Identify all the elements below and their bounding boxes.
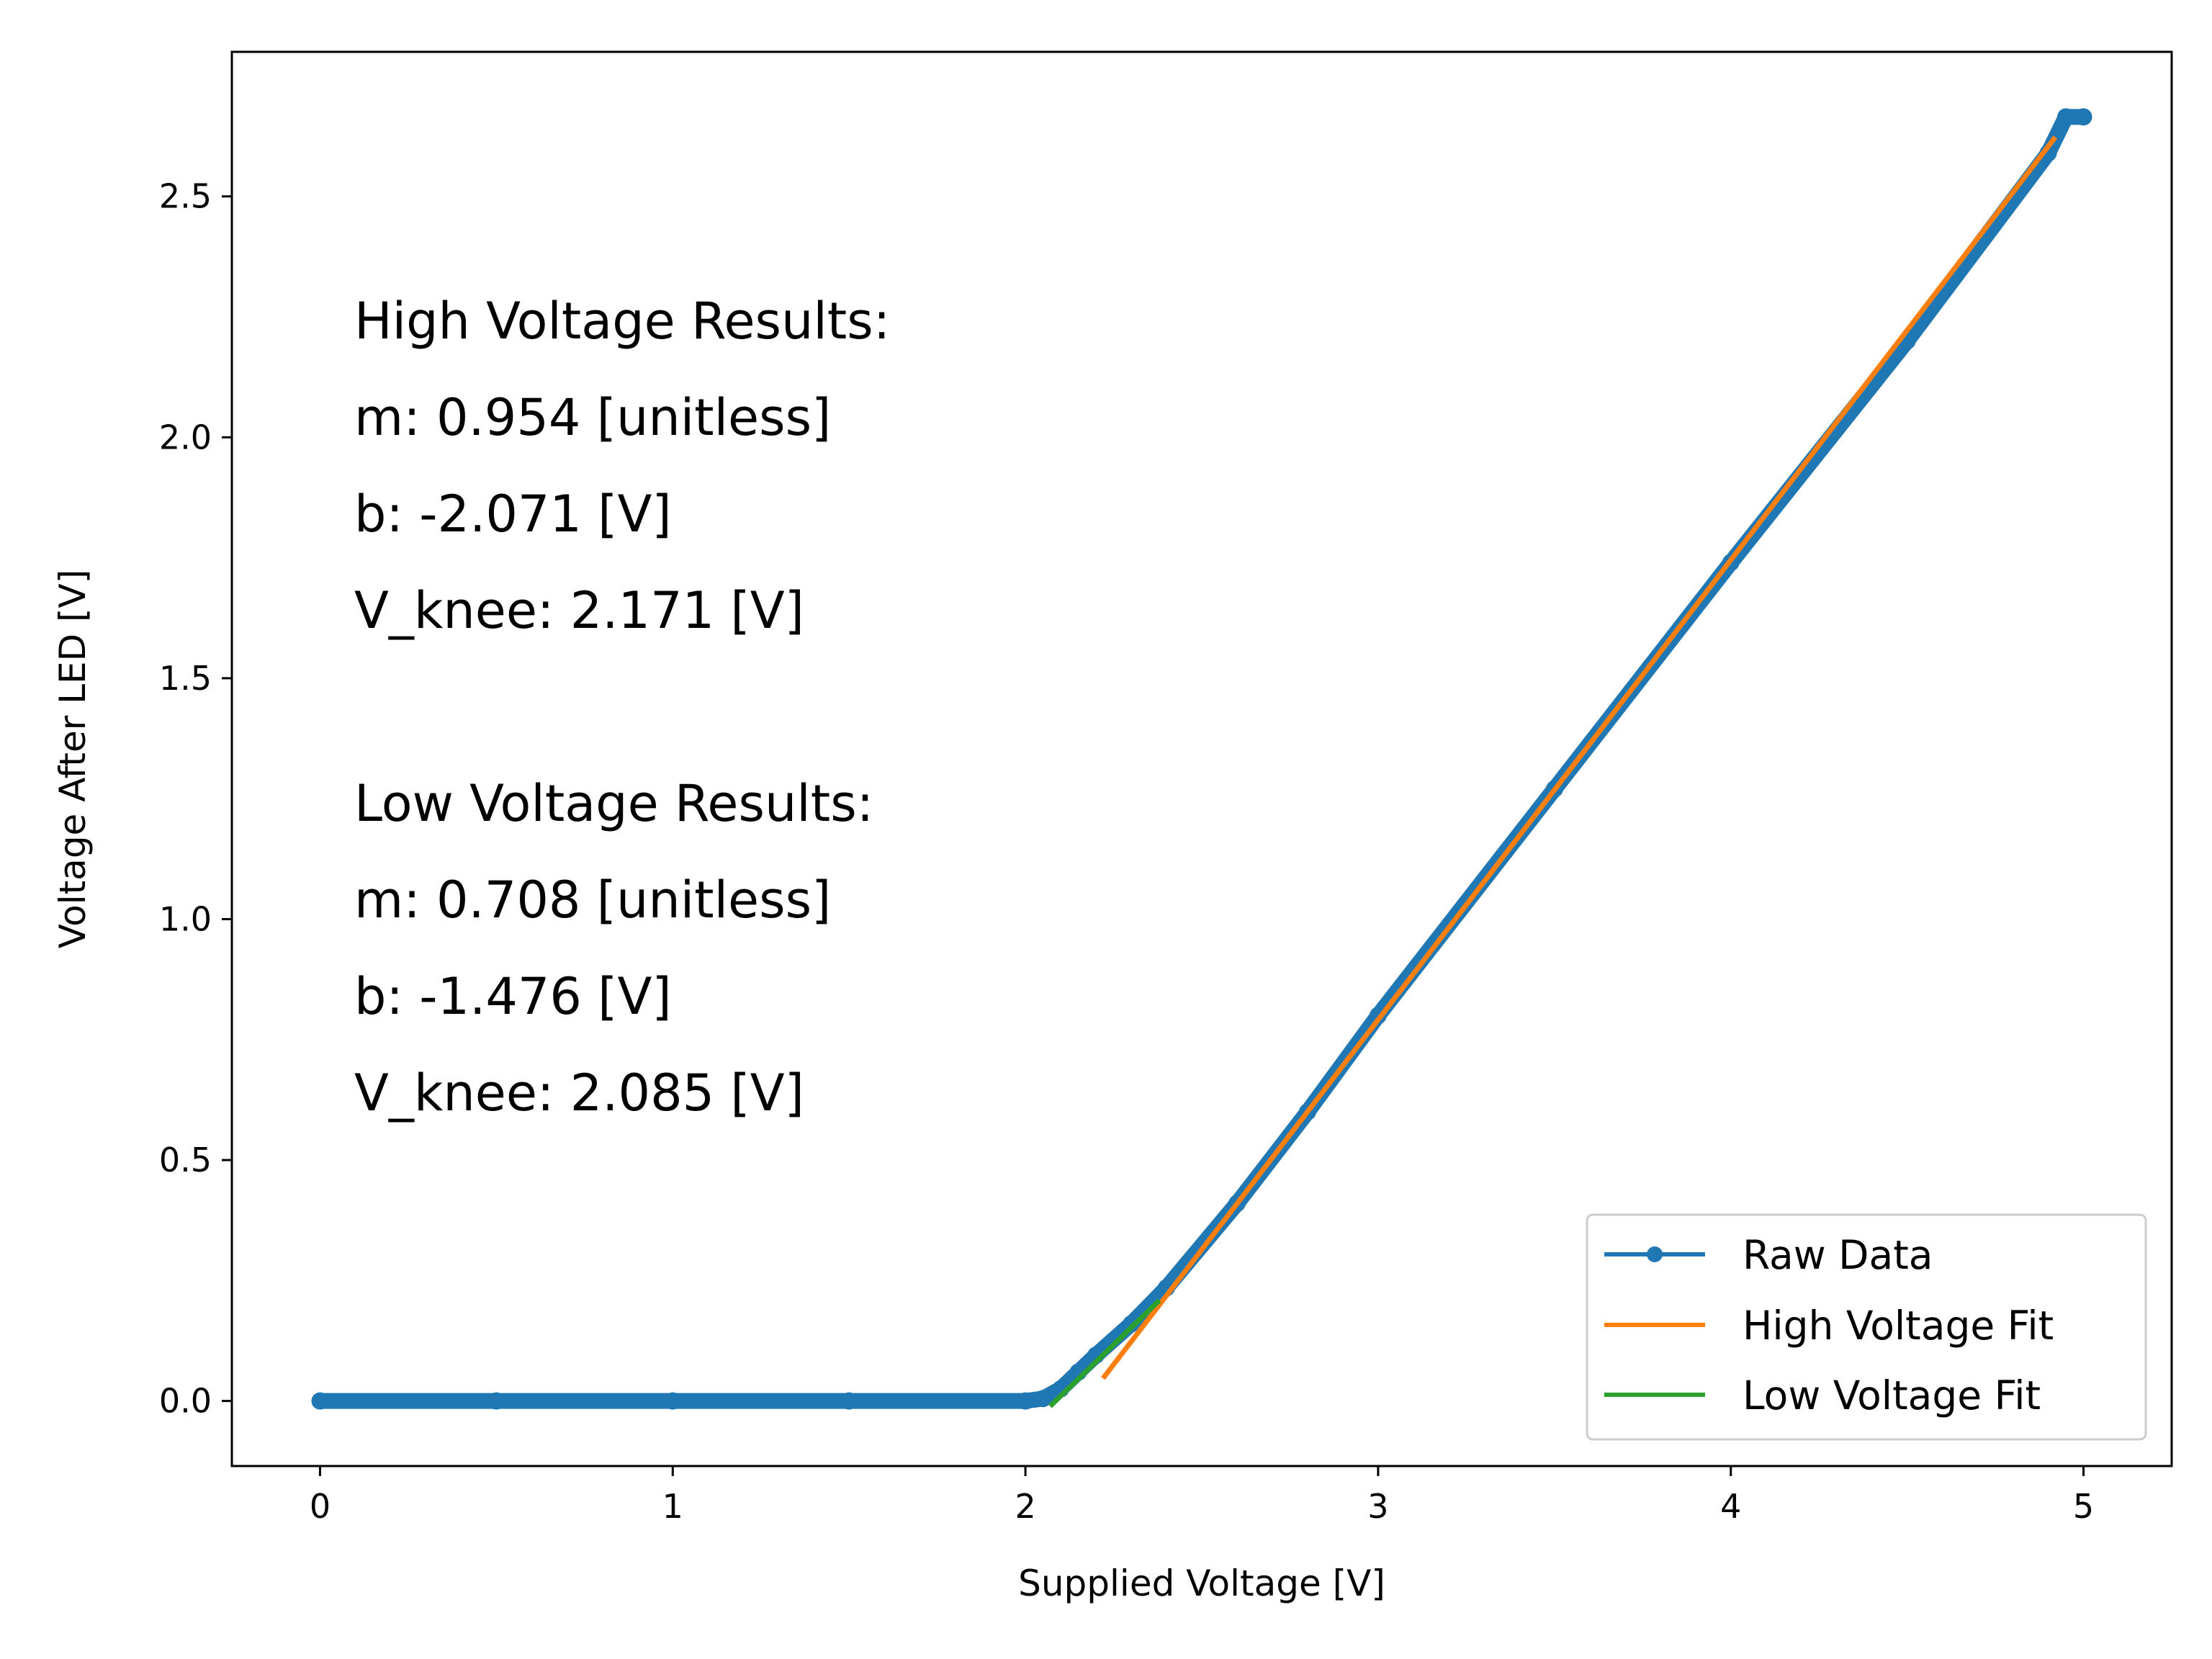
legend-label-high-voltage-fit: High Voltage Fit <box>1743 1303 2054 1349</box>
y-tick-label: 2.0 <box>159 418 212 457</box>
y-tick-label: 1.0 <box>159 899 212 938</box>
data-point-raw-data <box>840 1392 858 1410</box>
x-tick-label: 5 <box>2073 1487 2094 1526</box>
plot-frame <box>230 50 2173 1467</box>
annotation-line: V_knee: 2.171 [V] <box>354 581 804 640</box>
data-point-raw-data <box>1123 1315 1141 1333</box>
series-line-raw-data <box>312 109 2092 1409</box>
y-axis: 0.0 0.5 1.0 1.5 2.0 2.5 <box>159 177 232 1421</box>
series-line-low-voltage-fit <box>1048 1298 1161 1408</box>
legend-box <box>1586 1213 2147 1441</box>
data-point-raw-data <box>664 1392 682 1410</box>
series-layer <box>311 108 2092 1410</box>
data-point-raw-data <box>311 1392 329 1410</box>
legend-marker-raw-data <box>1647 1246 1663 1262</box>
annotation-line: m: 0.708 [unitless] <box>354 871 831 930</box>
results-annotation: High Voltage Results: m: 0.954 [unitless… <box>354 292 890 1123</box>
annotation-line: b: -2.071 [V] <box>354 485 672 544</box>
legend: Raw Data High Voltage Fit Low Voltage Fi… <box>1586 1213 2147 1441</box>
annotation-line: b: -1.476 [V] <box>354 967 672 1026</box>
x-axis-label: Supplied Voltage [V] <box>1018 1563 1385 1604</box>
x-tick-label: 1 <box>662 1487 683 1526</box>
data-point-raw-data <box>2057 108 2075 126</box>
y-tick-label: 0.0 <box>159 1382 212 1421</box>
data-point-raw-data <box>1034 1390 1052 1408</box>
x-tick-label: 0 <box>310 1487 331 1526</box>
annotation-line: V_knee: 2.085 [V] <box>354 1064 804 1123</box>
annotation-line: High Voltage Results: <box>354 292 890 351</box>
annotation-line: m: 0.954 [unitless] <box>354 388 831 447</box>
annotation-line: Low Voltage Results: <box>354 774 873 833</box>
y-tick-label: 0.5 <box>159 1141 212 1179</box>
data-point-raw-data <box>487 1392 505 1410</box>
data-point-raw-data <box>1017 1392 1035 1410</box>
data-point-raw-data <box>2074 108 2092 126</box>
y-tick-label: 2.5 <box>159 177 212 216</box>
series-line-high-voltage-fit <box>1101 135 2058 1380</box>
x-tick-label: 2 <box>1015 1487 1035 1526</box>
x-tick-label: 3 <box>1367 1487 1388 1526</box>
y-axis-label: Voltage After LED [V] <box>52 570 94 948</box>
legend-label-raw-data: Raw Data <box>1743 1232 1933 1278</box>
y-tick-label: 1.5 <box>159 659 212 698</box>
x-tick-label: 4 <box>1720 1487 1741 1526</box>
legend-label-low-voltage-fit: Low Voltage Fit <box>1743 1372 2041 1419</box>
x-axis: 0 1 2 3 4 5 <box>310 1466 2094 1526</box>
